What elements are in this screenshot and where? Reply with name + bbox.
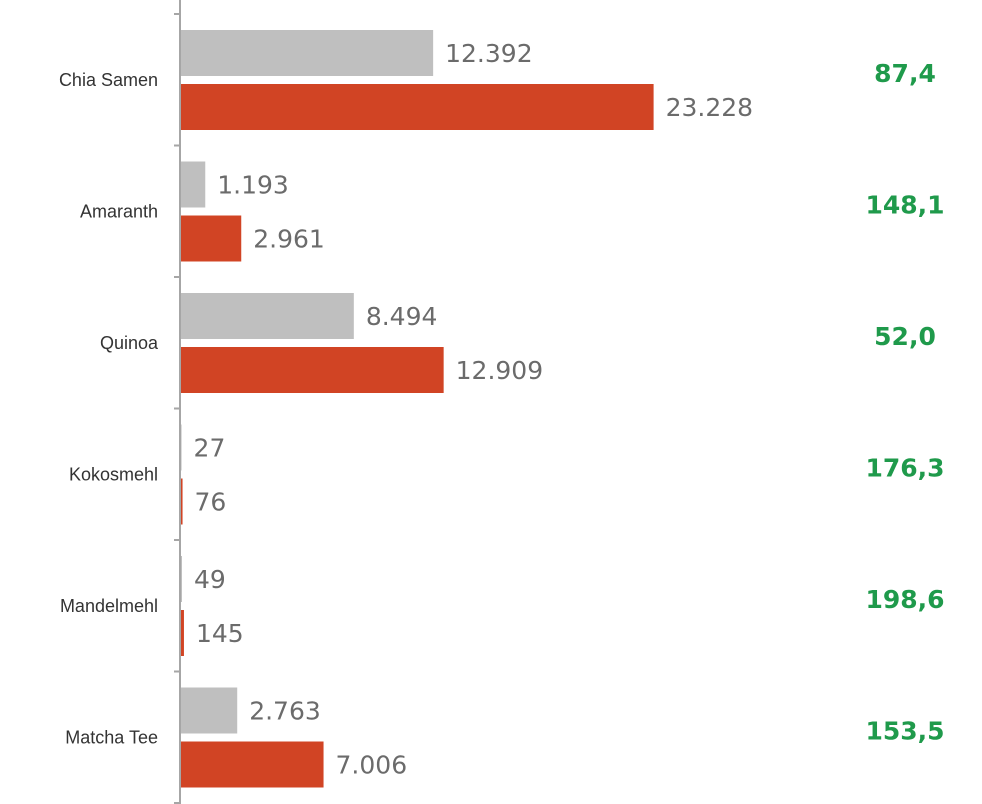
data-label: 76 (195, 488, 227, 517)
category-label: Amaranth (80, 201, 158, 221)
bar (181, 687, 238, 734)
category-label: Quinoa (100, 333, 159, 353)
category-label: Chia Samen (59, 70, 158, 90)
change-label: 52,0 (874, 322, 936, 351)
data-label: 12.909 (456, 356, 543, 385)
bar (181, 30, 434, 76)
data-label: 2.961 (253, 225, 325, 254)
data-label: 27 (194, 434, 226, 463)
bar (181, 478, 183, 525)
bar (181, 610, 184, 656)
bar (181, 161, 206, 208)
labels: Chia Samen 12.392 23.228 87,4 Amaranth 1.193 2… (59, 39, 945, 780)
data-label: 8.494 (366, 302, 438, 331)
bar (181, 424, 182, 471)
bar (181, 347, 444, 393)
bar (181, 84, 654, 130)
bars (181, 30, 654, 788)
data-label: 2.763 (249, 697, 321, 726)
category-label: Matcha Tee (65, 727, 158, 747)
bar (181, 741, 324, 788)
bar (181, 215, 242, 262)
data-label: 7.006 (336, 751, 408, 780)
data-label: 1.193 (217, 171, 289, 200)
change-label: 198,6 (865, 585, 944, 614)
change-label: 87,4 (874, 59, 936, 88)
change-label: 148,1 (865, 190, 944, 219)
category-label: Mandelmehl (60, 596, 158, 616)
category-axis (174, 0, 181, 804)
data-label: 23.228 (666, 93, 753, 122)
bar (181, 293, 354, 339)
change-label: 153,5 (865, 716, 944, 745)
data-label: 49 (194, 565, 226, 594)
data-label: 145 (196, 619, 244, 648)
change-label: 176,3 (865, 453, 944, 482)
bar (181, 556, 182, 602)
data-label: 12.392 (445, 39, 532, 68)
category-label: Kokosmehl (69, 464, 158, 484)
